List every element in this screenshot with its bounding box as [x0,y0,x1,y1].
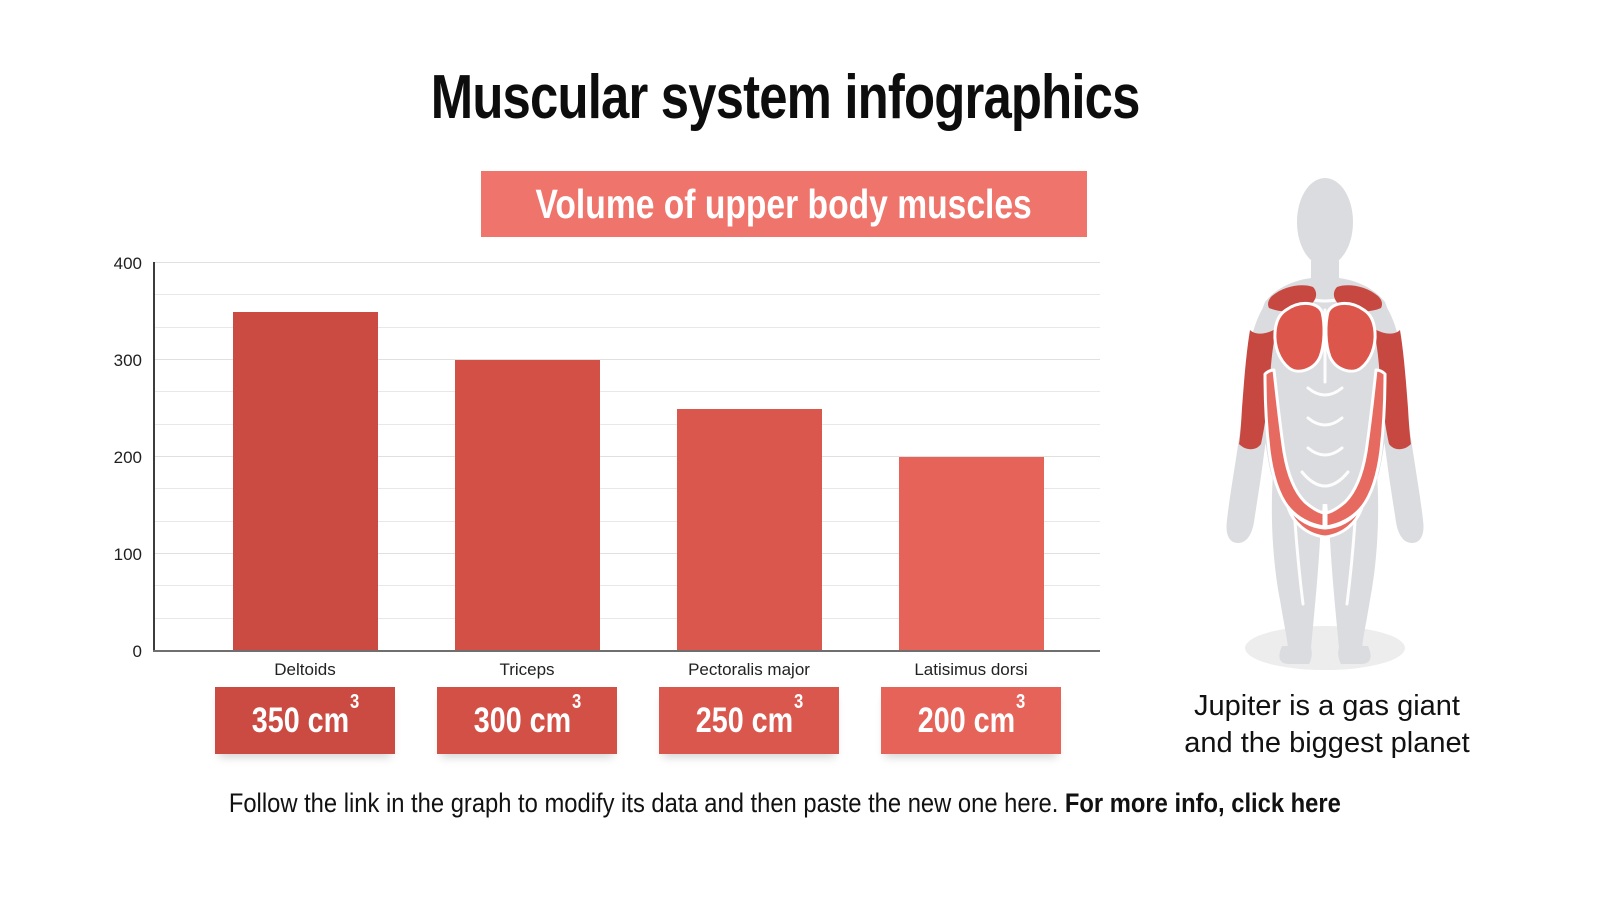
minor-gridline [155,488,1100,490]
bar-pectoralis-major [676,408,822,651]
muscle-body-illustration [1226,178,1424,670]
ground-shadow [1245,626,1405,670]
footer-note: Follow the link in the graph to modify i… [0,788,1570,819]
y-tick-label: 200 [113,448,142,467]
value-badges-row: 350 cm3 300 cm3 250 cm3 200 cm3 [155,687,1100,754]
y-tick-label: 100 [113,545,142,564]
page-title: Muscular system infographics [0,62,1570,133]
major-gridline [155,359,1100,360]
x-category-label: Deltoids [274,660,336,679]
pelvis-muscle-v [1286,505,1364,539]
right-pectoral-muscle [1324,301,1377,373]
x-category-label: Latisimus dorsi [914,660,1028,679]
head-shape [1297,178,1353,266]
y-axis-line [153,262,155,652]
x-category-label: Pectoralis major [688,660,810,679]
chart-title-banner: Volume of upper body muscles [481,171,1087,237]
y-tick-label: 400 [113,254,142,273]
page-title-text: Muscular system infographics [430,63,1141,132]
bar-chart-plot-area [155,262,1100,651]
abs-line-2 [1306,416,1344,427]
major-gridline [155,456,1100,457]
left-pectoral-muscle [1273,302,1326,373]
y-tick-label: 0 [132,642,142,661]
minor-gridline [155,423,1100,425]
left-foot-shape [1279,646,1312,664]
right-foot-shape [1338,646,1371,664]
pelvis-line [1300,470,1350,488]
chart-title-text: Volume of upper body muscles [535,180,1033,227]
y-tick-label: 300 [113,351,142,370]
footer-text: Follow the link in the graph to modify i… [228,788,1066,818]
bar-latisimus-dorsi [898,457,1044,651]
bar-triceps [454,360,600,651]
left-thigh-line [1293,520,1305,606]
minor-gridline [155,294,1100,296]
x-category-label: Triceps [499,660,555,679]
value-badge: 350 cm3 [215,687,395,754]
value-badge: 250 cm3 [659,687,839,754]
minor-gridline [155,391,1100,393]
y-axis-tick-labels: 0 100 200 300 400 [80,255,142,660]
major-gridline [155,262,1100,263]
bar-deltoids [232,311,378,651]
minor-gridline [155,617,1100,619]
left-upper-arm-muscle [1239,328,1277,450]
x-axis-category-labels: Deltoids Triceps Pectoralis major Latisimus… [155,660,1100,684]
minor-gridline [155,326,1100,328]
right-thigh-line [1345,520,1357,606]
footer-link[interactable]: For more info, click here [1065,788,1342,818]
minor-gridline [155,520,1100,522]
abs-line-3 [1306,446,1344,457]
major-gridline [155,553,1100,554]
figure-caption-line2: and the biggest planet [1184,727,1470,759]
x-axis-line [153,650,1100,652]
figure-caption: Jupiter is a gas giant and the biggest p… [1140,688,1514,762]
abs-line-1 [1306,386,1344,397]
value-badge: 300 cm3 [437,687,617,754]
minor-gridline [155,585,1100,587]
figure-caption-line1: Jupiter is a gas giant [1194,690,1460,722]
value-badge: 200 cm3 [881,687,1061,754]
